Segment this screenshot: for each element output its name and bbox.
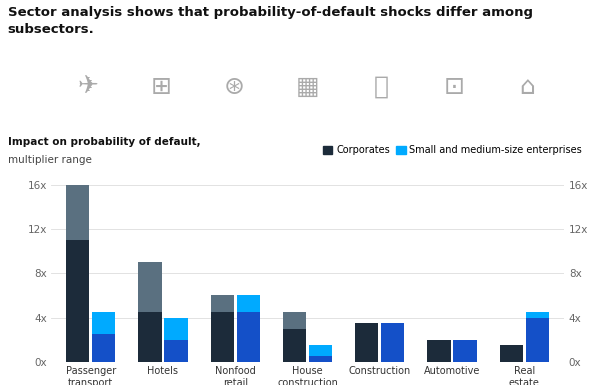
Legend: Corporates, Small and medium-size enterprises: Corporates, Small and medium-size enterp… <box>319 142 586 159</box>
Bar <box>139 262 161 312</box>
Bar <box>164 318 188 340</box>
Text: Sector analysis shows that probability-of-default shocks differ among
subsectors: Sector analysis shows that probability-o… <box>8 6 533 36</box>
Bar <box>92 334 115 362</box>
Bar <box>139 312 161 362</box>
Bar <box>92 312 115 334</box>
Bar <box>236 312 260 362</box>
Bar <box>66 240 89 362</box>
Bar <box>283 312 306 329</box>
Bar <box>309 345 332 357</box>
Bar <box>427 340 451 362</box>
Text: ▦: ▦ <box>296 75 319 99</box>
Text: ⊡: ⊡ <box>443 75 464 99</box>
Bar <box>66 185 89 240</box>
Bar <box>211 312 234 362</box>
Bar <box>283 329 306 362</box>
Text: ⊞: ⊞ <box>151 75 172 99</box>
Text: ⌂: ⌂ <box>520 75 535 99</box>
Text: ✈: ✈ <box>77 75 98 99</box>
Bar <box>355 323 379 362</box>
Bar <box>500 345 523 362</box>
Bar <box>381 323 404 362</box>
Bar <box>526 318 549 362</box>
Bar <box>454 340 476 362</box>
Bar <box>309 357 332 362</box>
Text: Impact on probability of default,: Impact on probability of default, <box>8 137 200 147</box>
Bar <box>526 312 549 318</box>
Bar <box>236 296 260 312</box>
Bar <box>164 340 188 362</box>
Text: ⊛: ⊛ <box>224 75 245 99</box>
Text: multiplier range: multiplier range <box>8 155 92 165</box>
Text: ⌒: ⌒ <box>373 75 388 99</box>
Bar <box>211 296 234 312</box>
